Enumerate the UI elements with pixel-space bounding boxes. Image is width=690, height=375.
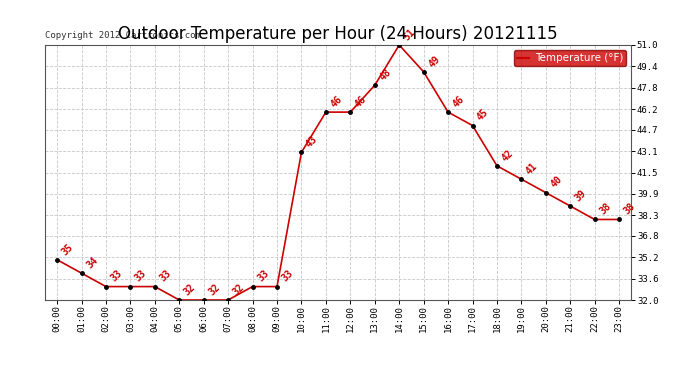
Text: 46: 46 bbox=[451, 94, 466, 110]
Text: 40: 40 bbox=[549, 174, 564, 190]
Text: 48: 48 bbox=[377, 67, 393, 82]
Text: Copyright 2012 Cartronics.com: Copyright 2012 Cartronics.com bbox=[45, 31, 201, 40]
Text: 33: 33 bbox=[255, 268, 270, 284]
Text: 38: 38 bbox=[622, 201, 638, 217]
Text: 49: 49 bbox=[426, 54, 442, 69]
Text: 33: 33 bbox=[133, 268, 148, 284]
Text: 32: 32 bbox=[182, 282, 197, 297]
Text: 33: 33 bbox=[157, 268, 173, 284]
Text: 33: 33 bbox=[109, 268, 124, 284]
Text: 46: 46 bbox=[353, 94, 368, 110]
Text: 34: 34 bbox=[84, 255, 99, 270]
Text: 38: 38 bbox=[598, 201, 613, 217]
Text: 41: 41 bbox=[524, 161, 540, 176]
Text: 42: 42 bbox=[500, 148, 515, 163]
Legend: Temperature (°F): Temperature (°F) bbox=[514, 50, 626, 66]
Text: 51: 51 bbox=[402, 27, 417, 42]
Title: Outdoor Temperature per Hour (24 Hours) 20121115: Outdoor Temperature per Hour (24 Hours) … bbox=[118, 26, 558, 44]
Text: 32: 32 bbox=[206, 282, 222, 297]
Text: 33: 33 bbox=[279, 268, 295, 284]
Text: 45: 45 bbox=[475, 107, 491, 123]
Text: 35: 35 bbox=[60, 242, 75, 257]
Text: 39: 39 bbox=[573, 188, 589, 203]
Text: 46: 46 bbox=[328, 94, 344, 110]
Text: 32: 32 bbox=[231, 282, 246, 297]
Text: 43: 43 bbox=[304, 134, 319, 150]
